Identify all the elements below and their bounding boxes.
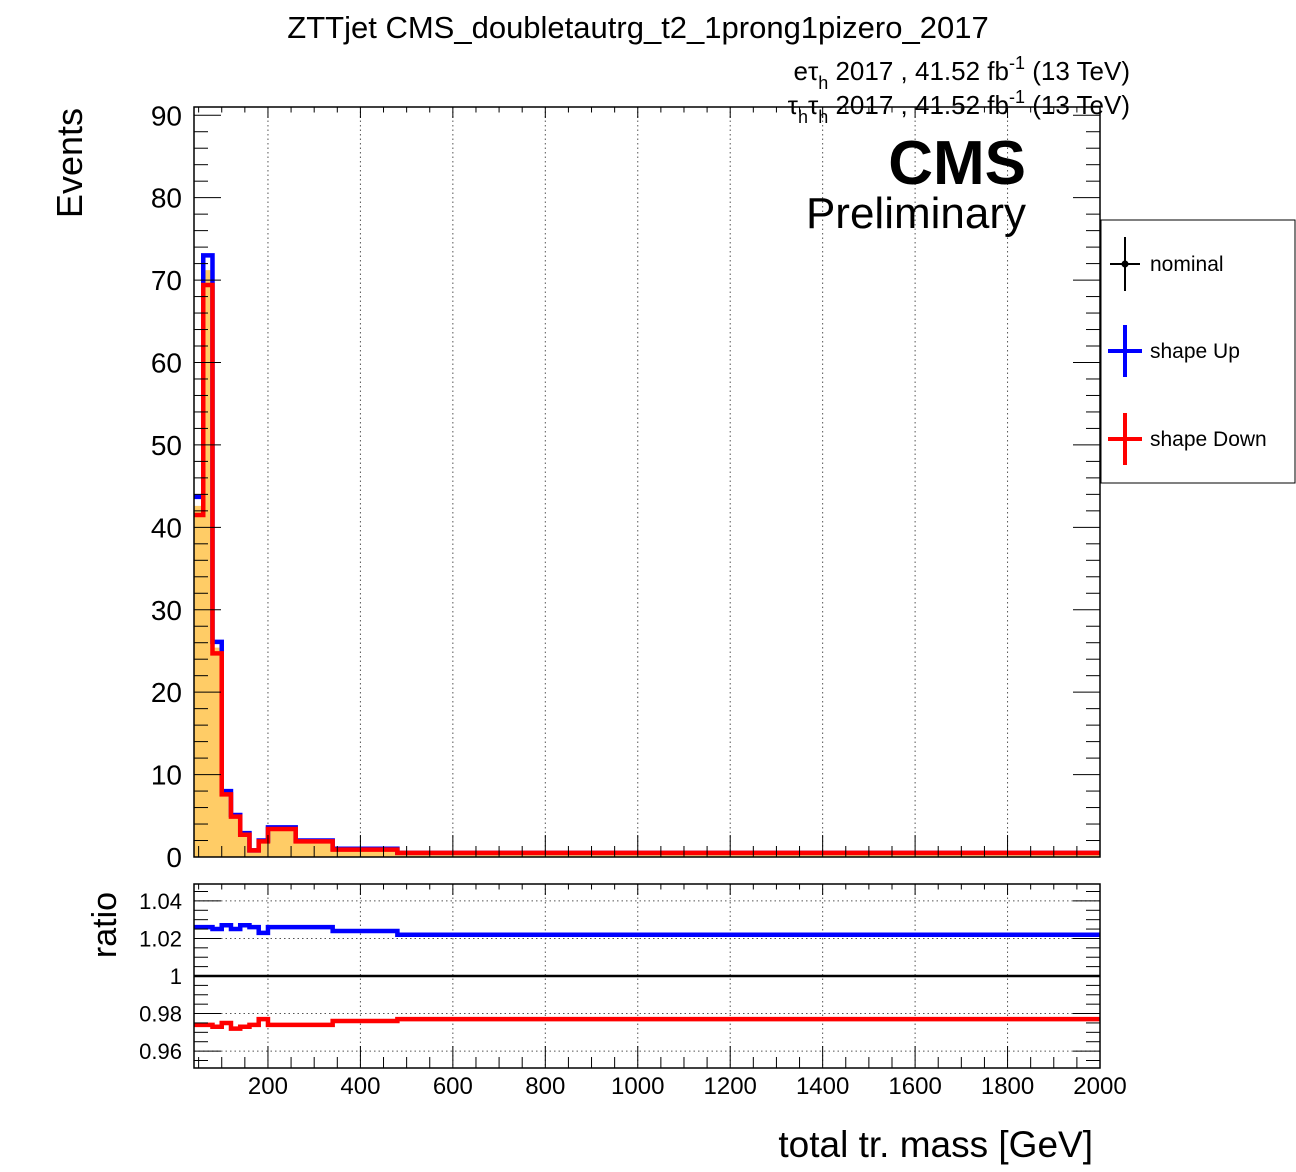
legend-label-shape-up: shape Up	[1150, 340, 1240, 363]
x-tick-label: 2000	[1073, 1073, 1126, 1100]
ratio-y-axis: 0.96 0.98 1 1.02 1.04	[139, 889, 1100, 1064]
x-tick-label: 200	[248, 1073, 288, 1100]
chart-title: ZTTjet CMS_doubletautrg_t2_1prong1pizero…	[287, 10, 988, 45]
y-tick-label: 60	[151, 348, 182, 379]
y-tick-label: 40	[151, 512, 182, 543]
y-tick-label: 1	[170, 964, 182, 989]
x-tick-label: 600	[433, 1073, 473, 1100]
y-axis-label: Events	[49, 108, 90, 218]
y-tick-label: 20	[151, 677, 182, 708]
top-frame	[193, 106, 1101, 858]
cms-preliminary-label: Preliminary	[806, 189, 1026, 238]
top-grid	[267, 107, 1009, 857]
top-x-ticks	[198, 107, 1101, 857]
ratio-grid	[194, 884, 1100, 1068]
y-tick-label: 1.02	[139, 926, 182, 951]
x-tick-label: 800	[525, 1073, 565, 1100]
lumi-label-2: τhτh 2017 , 41.52 fb-1 (13 TeV)	[788, 87, 1130, 127]
lumi-label-1: eτh 2017 , 41.52 fb-1 (13 TeV)	[793, 53, 1130, 93]
top-series	[194, 253, 1100, 858]
y-tick-label: 1.04	[139, 889, 182, 914]
y-tick-label: 90	[151, 100, 182, 131]
x-tick-label: 1400	[796, 1073, 849, 1100]
legend-marker-dot-icon	[1121, 260, 1129, 268]
y-tick-label: 10	[151, 760, 182, 791]
ratio-y-axis-label: ratio	[86, 892, 124, 958]
x-axis: 200 400 600 800 1000 1200 1400 1600 1800 2000	[198, 884, 1127, 1100]
top-y-axis: 0 10 20 30 40 50 60 70 80 90	[151, 100, 1100, 873]
cms-label: CMS	[888, 129, 1026, 198]
y-tick-label: 0	[166, 842, 182, 873]
y-tick-label: 30	[151, 595, 182, 626]
y-tick-label: 70	[151, 265, 182, 296]
legend: nominal shape Up shape Down	[1100, 219, 1296, 484]
y-tick-label: 0.96	[139, 1039, 182, 1064]
ratio-series	[194, 923, 1100, 1031]
x-tick-label: 1600	[888, 1073, 941, 1100]
series-line-shape-up	[194, 923, 1100, 937]
legend-label-shape-down: shape Down	[1150, 428, 1267, 451]
y-tick-label: 0.98	[139, 1001, 182, 1026]
series-line-shape-down	[194, 1016, 1100, 1031]
legend-entry-shape-down: shape Down	[1108, 413, 1267, 465]
x-tick-label: 1000	[611, 1073, 664, 1100]
legend-entry-nominal: nominal	[1110, 237, 1224, 291]
x-tick-label: 1200	[704, 1073, 757, 1100]
x-axis-label: total tr. mass [GeV]	[778, 1124, 1093, 1165]
y-tick-label: 50	[151, 430, 182, 461]
legend-label-nominal: nominal	[1150, 253, 1224, 276]
legend-entry-shape-up: shape Up	[1108, 325, 1240, 377]
x-tick-label: 400	[340, 1073, 380, 1100]
series-line-shape-down	[194, 282, 1100, 856]
x-tick-label: 1800	[981, 1073, 1034, 1100]
y-tick-label: 80	[151, 183, 182, 214]
